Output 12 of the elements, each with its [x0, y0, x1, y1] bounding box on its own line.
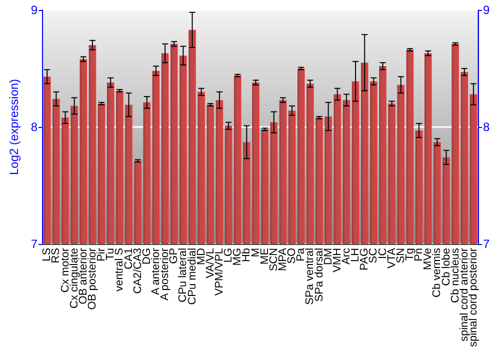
y2-tick-label: 8	[483, 120, 490, 134]
y2-tick-label: 7	[483, 236, 490, 251]
x-tick-label: IC	[376, 248, 389, 259]
y-tick-label: 9	[30, 3, 38, 17]
x-tick-label: RS	[50, 248, 62, 264]
x-tick-label: SCN	[268, 248, 280, 272]
y2-tick-label: 9	[483, 3, 490, 17]
y-axis-title: Log2 (expression)	[7, 78, 21, 176]
x-tick-label: CPu medial	[186, 248, 198, 305]
x-tick-label: A posterior	[159, 248, 172, 301]
y-tick-label: 8	[30, 120, 38, 134]
y-tick-label: 7	[30, 236, 38, 251]
